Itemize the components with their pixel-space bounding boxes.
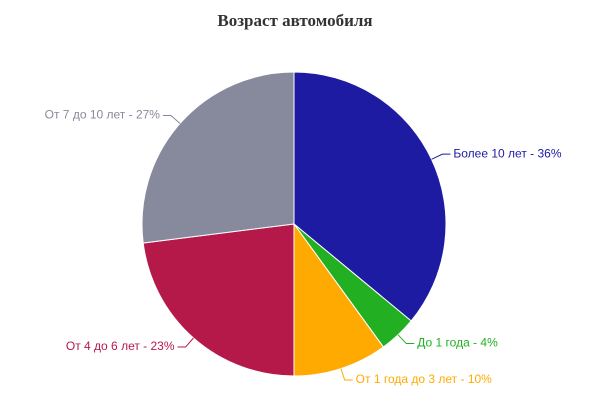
data-label: От 1 года до 3 лет - 10%	[356, 372, 493, 386]
leader-line	[431, 153, 451, 160]
data-label: От 7 до 10 лет - 27%	[45, 108, 161, 122]
leader-line	[177, 337, 194, 348]
leader-line	[340, 368, 353, 381]
data-label: До 1 года - 4%	[417, 336, 498, 350]
pie-slice	[293, 71, 447, 322]
pie-slice	[142, 223, 295, 377]
data-label: От 4 до 6 лет - 23%	[66, 339, 175, 353]
leader-line	[162, 115, 181, 124]
data-label: Более 10 лет - 36%	[453, 146, 561, 160]
leader-line	[397, 334, 415, 345]
chart-title: Возраст автомобиля	[217, 11, 372, 30]
pie-slice	[141, 71, 295, 244]
